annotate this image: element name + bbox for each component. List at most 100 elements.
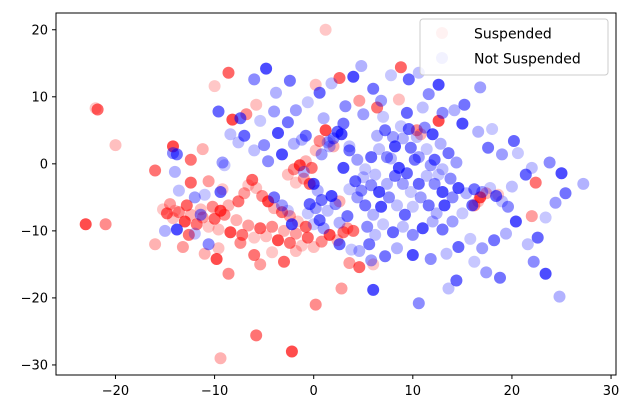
data-point — [270, 86, 282, 99]
data-point — [250, 182, 263, 194]
data-point — [432, 168, 445, 181]
data-point — [379, 250, 392, 263]
x-tick-label: 30 — [603, 384, 620, 399]
data-point — [359, 163, 372, 176]
data-point — [230, 214, 243, 227]
data-point — [178, 215, 191, 228]
data-point — [412, 297, 425, 310]
data-point — [371, 101, 384, 114]
legend-label-not-suspended: Not Suspended — [474, 52, 581, 68]
y-tick-label: −30 — [21, 358, 48, 373]
data-point — [357, 171, 370, 184]
y-tick-label: 20 — [31, 23, 48, 38]
data-point — [232, 195, 245, 208]
data-point — [387, 131, 399, 143]
data-point — [325, 77, 338, 90]
data-point — [212, 242, 225, 255]
data-point — [521, 238, 534, 251]
data-point — [416, 222, 429, 235]
data-point — [79, 218, 92, 231]
data-point — [168, 165, 181, 178]
data-point — [180, 199, 193, 212]
data-point — [436, 186, 449, 198]
data-point — [387, 226, 399, 239]
data-point — [347, 70, 360, 83]
data-point — [313, 135, 326, 147]
data-point — [167, 212, 179, 225]
data-point — [311, 184, 324, 197]
data-point — [297, 165, 310, 178]
y-tick-label: 0 — [40, 157, 48, 172]
data-point — [283, 236, 296, 249]
data-point — [321, 204, 334, 217]
data-point — [476, 242, 489, 255]
data-point — [367, 208, 380, 221]
x-tick-label: 0 — [310, 384, 318, 399]
data-point — [400, 106, 413, 119]
data-point — [170, 223, 183, 236]
data-point — [321, 136, 334, 149]
data-point — [196, 143, 209, 156]
data-point — [242, 219, 255, 232]
data-point — [214, 204, 227, 217]
data-point — [500, 227, 512, 240]
data-point — [494, 271, 506, 284]
data-point — [396, 177, 409, 190]
data-point — [432, 78, 445, 91]
data-point — [369, 168, 382, 181]
data-point — [424, 253, 437, 265]
data-point — [440, 247, 453, 260]
data-point — [234, 112, 247, 125]
data-point — [281, 204, 294, 217]
data-point — [170, 148, 183, 161]
data-point — [365, 179, 378, 192]
data-point — [402, 123, 415, 135]
data-point — [301, 207, 314, 220]
data-point — [416, 101, 429, 114]
data-point — [254, 114, 267, 127]
data-point — [236, 228, 249, 241]
data-point — [345, 243, 358, 256]
data-point — [305, 161, 318, 174]
data-point — [385, 69, 397, 82]
data-point — [531, 231, 544, 244]
data-point — [196, 211, 209, 224]
data-point — [456, 207, 469, 220]
data-point — [327, 140, 340, 153]
data-point — [248, 144, 261, 157]
data-point — [260, 230, 273, 243]
data-point — [373, 143, 386, 156]
data-point — [188, 191, 201, 204]
data-point — [502, 200, 514, 213]
data-point — [406, 200, 419, 213]
data-point — [276, 199, 288, 212]
data-point — [446, 215, 459, 228]
data-point — [369, 228, 382, 241]
data-point — [198, 188, 211, 201]
data-point — [539, 267, 552, 280]
data-point — [404, 141, 417, 154]
data-point — [210, 253, 223, 265]
data-point — [262, 155, 275, 168]
data-point — [283, 74, 296, 87]
data-point — [248, 231, 261, 244]
data-point — [559, 187, 572, 200]
data-point — [448, 104, 461, 117]
data-point — [218, 159, 231, 172]
data-point — [214, 352, 227, 365]
data-point — [343, 144, 356, 157]
legend-box — [419, 18, 609, 76]
data-point — [315, 194, 328, 206]
data-point — [222, 199, 235, 212]
data-point — [250, 329, 263, 342]
data-point — [337, 226, 350, 239]
data-point — [164, 198, 176, 211]
data-point — [480, 266, 493, 279]
data-point — [172, 206, 185, 219]
data-point — [293, 159, 306, 172]
data-point — [301, 96, 314, 109]
data-point — [222, 66, 235, 79]
data-point — [577, 177, 590, 190]
x-axis: −20 −10 0 10 20 30 — [102, 375, 620, 399]
